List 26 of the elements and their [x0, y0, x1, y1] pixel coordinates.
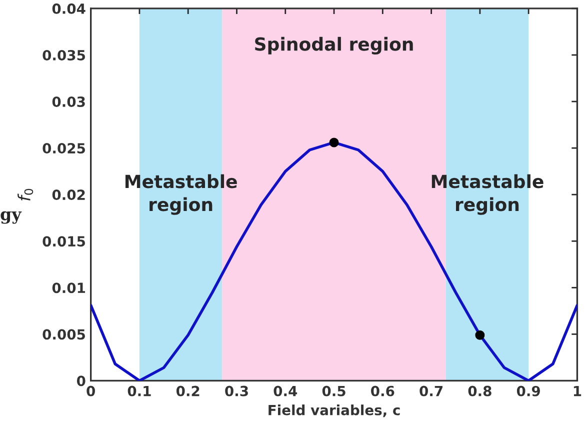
x-tick-label: 0.4 [274, 386, 298, 396]
x-tick-label: 0.9 [516, 386, 540, 396]
band-label: Spinodal region [255, 36, 413, 54]
y-tick-label: 0.025 [42, 143, 85, 154]
x-tick-label: 0.5 [322, 386, 346, 396]
y-tick-label: 0.01 [52, 282, 86, 294]
y-tick-label: 0 [76, 376, 86, 386]
band-label: Metastable region [432, 174, 544, 215]
x-tick-label: 0.3 [225, 386, 248, 396]
x-tick-label: 0 [86, 386, 95, 396]
band-label: Metastable region [125, 174, 237, 215]
text: gy [0, 211, 22, 224]
x-tick-label: 0.8 [468, 386, 492, 396]
y-tick-label: 0.005 [42, 329, 85, 340]
x-tick-label: 0.1 [128, 386, 151, 396]
x-tick-label: 0.7 [420, 386, 442, 396]
y-tick-label: 0.02 [52, 190, 85, 200]
x-tick-label: 1 [574, 386, 582, 396]
y-tick-label: 0.04 [52, 3, 86, 14]
y-axis-title: f$_{0}$ [18, 188, 34, 200]
x-tick-label: 0.6 [371, 386, 394, 396]
y-tick-label: 0.03 [52, 96, 85, 107]
y-tick-label: 0.015 [42, 236, 85, 247]
y-tick-label: 0.035 [42, 50, 85, 60]
x-tick-label: 0.2 [176, 386, 200, 396]
x-axis-title: Field variables, c [268, 404, 400, 418]
